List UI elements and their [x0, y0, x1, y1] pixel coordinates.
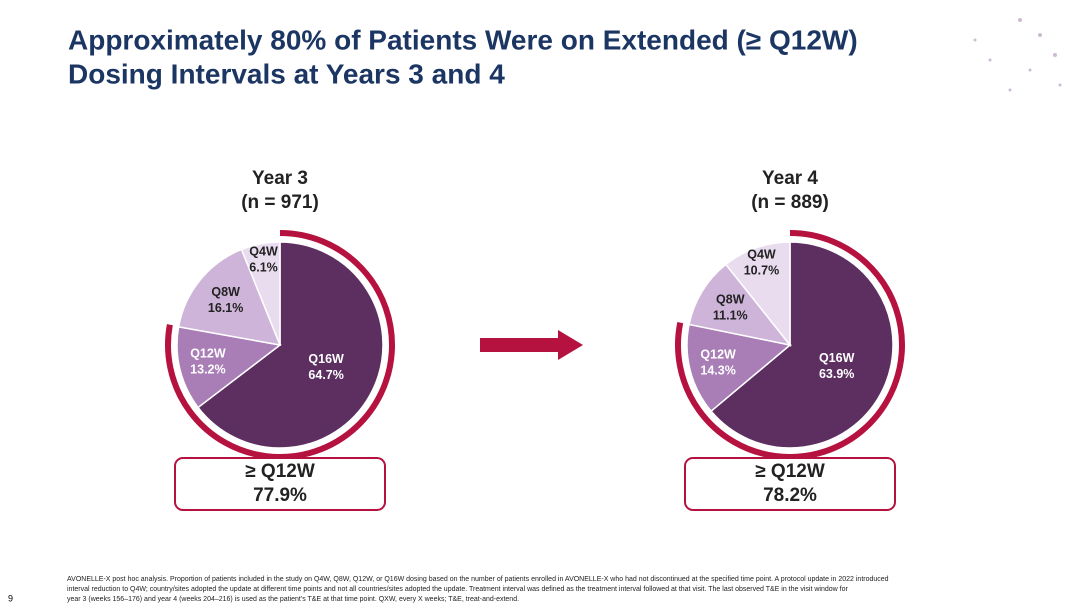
pie-slice: [176, 325, 282, 409]
summary-value: 77.9%: [253, 485, 307, 506]
slice-value: 6.1%: [249, 260, 278, 274]
summary-arc: [675, 230, 905, 460]
summary-box: [684, 457, 896, 511]
slice-value: 16.1%: [208, 301, 243, 315]
pie-subtitle: (n = 889): [751, 192, 829, 213]
page-number: 9: [8, 593, 13, 603]
pie-slice: [177, 248, 282, 346]
pie-slice: [686, 323, 792, 413]
summary-label: ≥ Q12W: [245, 461, 315, 482]
slice-category: Q16W: [308, 352, 344, 366]
slice-category: Q4W: [747, 248, 776, 262]
slice-category: Q8W: [211, 285, 240, 299]
pie-slice: [688, 263, 792, 347]
footnote: interval reduction to Q4W; country/sites…: [67, 586, 848, 593]
summary-box: [174, 457, 386, 511]
slice-value: 64.7%: [308, 368, 343, 382]
summary-value: 78.2%: [763, 485, 817, 506]
title-line: Approximately 80% of Patients Were on Ex…: [68, 24, 858, 55]
pie-slice: [197, 241, 384, 449]
footnote: AVONELLE-X post hoc analysis. Proportion…: [67, 576, 889, 583]
arrow: [480, 330, 583, 360]
slice-value: 14.3%: [700, 364, 735, 378]
title-line: Dosing Intervals at Years 3 and 4: [68, 58, 505, 89]
slice-category: Q16W: [819, 351, 855, 365]
pie-slice: [724, 241, 791, 348]
pie-title: Year 4: [762, 168, 818, 189]
slice-category: Q8W: [716, 293, 745, 307]
summary-label: ≥ Q12W: [755, 461, 825, 482]
pie-title: Year 3: [252, 168, 308, 189]
pie-slice: [709, 241, 894, 449]
slice-value: 11.1%: [713, 309, 748, 323]
summary-arc: [165, 230, 395, 460]
slice-category: Q4W: [249, 244, 278, 258]
pie-subtitle: (n = 971): [241, 192, 319, 213]
slice-value: 13.2%: [190, 363, 225, 377]
slice-category: Q12W: [190, 347, 226, 361]
slice-value: 10.7%: [744, 264, 779, 278]
footnote: year 3 (weeks 156–176) and year 4 (weeks…: [67, 596, 519, 603]
pie-slice: [240, 241, 281, 346]
slice-value: 63.9%: [819, 367, 854, 381]
decoration: [973, 18, 1062, 92]
slice-category: Q12W: [700, 348, 736, 362]
